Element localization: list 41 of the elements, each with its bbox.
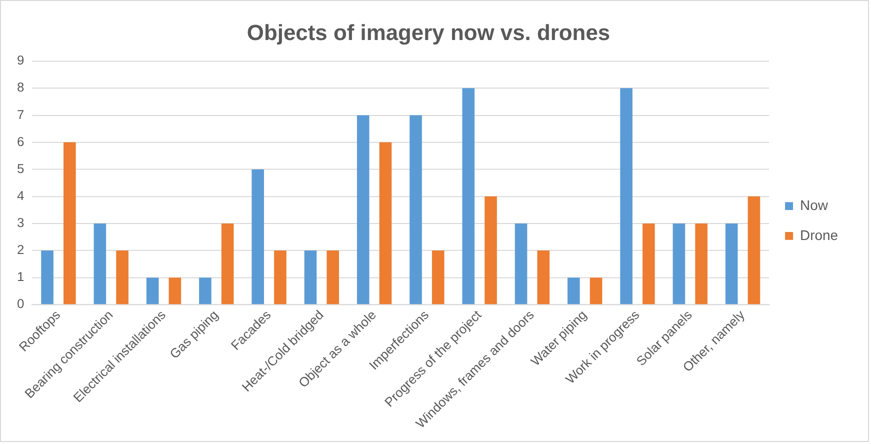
bar: [725, 223, 738, 304]
bar: [695, 223, 708, 304]
y-tick-label: 0: [16, 296, 24, 312]
y-tick-label: 9: [16, 52, 24, 68]
y-tick-label: 8: [16, 80, 24, 95]
bar: [274, 250, 286, 304]
bar: [462, 88, 475, 304]
bar: [379, 142, 392, 304]
bar: [221, 223, 234, 304]
bar: [199, 278, 212, 304]
y-tick-label: 6: [16, 134, 24, 149]
bar: [146, 278, 159, 304]
bar: [356, 115, 370, 304]
bar: [484, 196, 497, 304]
bar: [590, 278, 602, 304]
y-tick-label: 7: [16, 106, 24, 122]
bar: [672, 223, 686, 304]
legend-label: Now: [800, 196, 829, 213]
legend-label: Drone: [800, 226, 838, 243]
bar: [537, 250, 550, 304]
bar: [41, 250, 54, 304]
bar: [168, 278, 182, 304]
bar: [568, 278, 580, 304]
bar: [642, 223, 655, 304]
bar: [748, 196, 760, 304]
bar: [64, 142, 76, 304]
bar: [304, 250, 317, 304]
bar: [410, 115, 422, 304]
y-tick-label: 1: [16, 269, 24, 284]
bar: [620, 88, 632, 304]
y-tick-label: 5: [16, 160, 24, 176]
bar: [514, 223, 528, 304]
bar: [326, 250, 340, 304]
bar: [432, 250, 444, 304]
bar: [94, 223, 106, 304]
y-tick-label: 4: [16, 188, 24, 203]
y-tick-label: 2: [16, 242, 24, 258]
y-tick-label: 3: [16, 215, 24, 230]
chart-title: Objects of imagery now vs. drones: [246, 20, 610, 46]
bar: [116, 250, 128, 304]
bar: [252, 169, 264, 304]
